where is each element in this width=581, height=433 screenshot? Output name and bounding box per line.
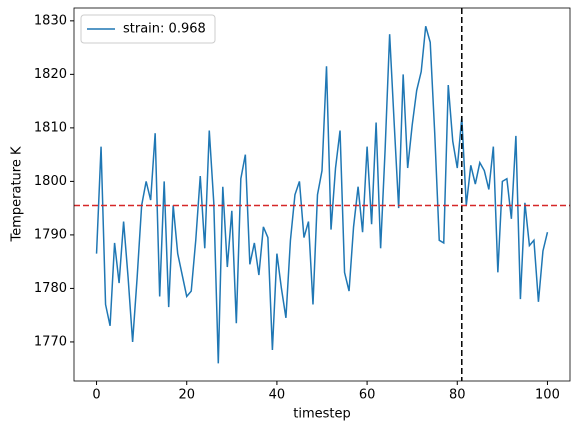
x-tick-label: 20	[178, 388, 195, 403]
legend-box	[80, 14, 216, 44]
x-tick-label: 0	[92, 388, 100, 403]
x-tick-label: 40	[269, 388, 286, 403]
x-tick-label: 100	[535, 388, 560, 403]
data-line	[95, 25, 549, 364]
y-tick-label: 1830	[34, 13, 67, 28]
y-tick-label: 1810	[34, 120, 67, 135]
y-axis-label: Temperature K	[10, 146, 25, 242]
y-tick-label: 1790	[34, 227, 67, 242]
x-axis-label: timestep	[293, 407, 351, 422]
x-tick-label: 80	[449, 388, 466, 403]
x-tick-label: 60	[359, 388, 376, 403]
plot-frame	[73, 7, 571, 382]
y-tick-label: 1820	[34, 67, 67, 82]
legend-label: strain: 0.968	[123, 22, 206, 37]
y-tick-label: 1800	[34, 174, 67, 189]
y-tick-label: 1780	[34, 281, 67, 296]
y-tick-label: 1770	[34, 334, 67, 349]
